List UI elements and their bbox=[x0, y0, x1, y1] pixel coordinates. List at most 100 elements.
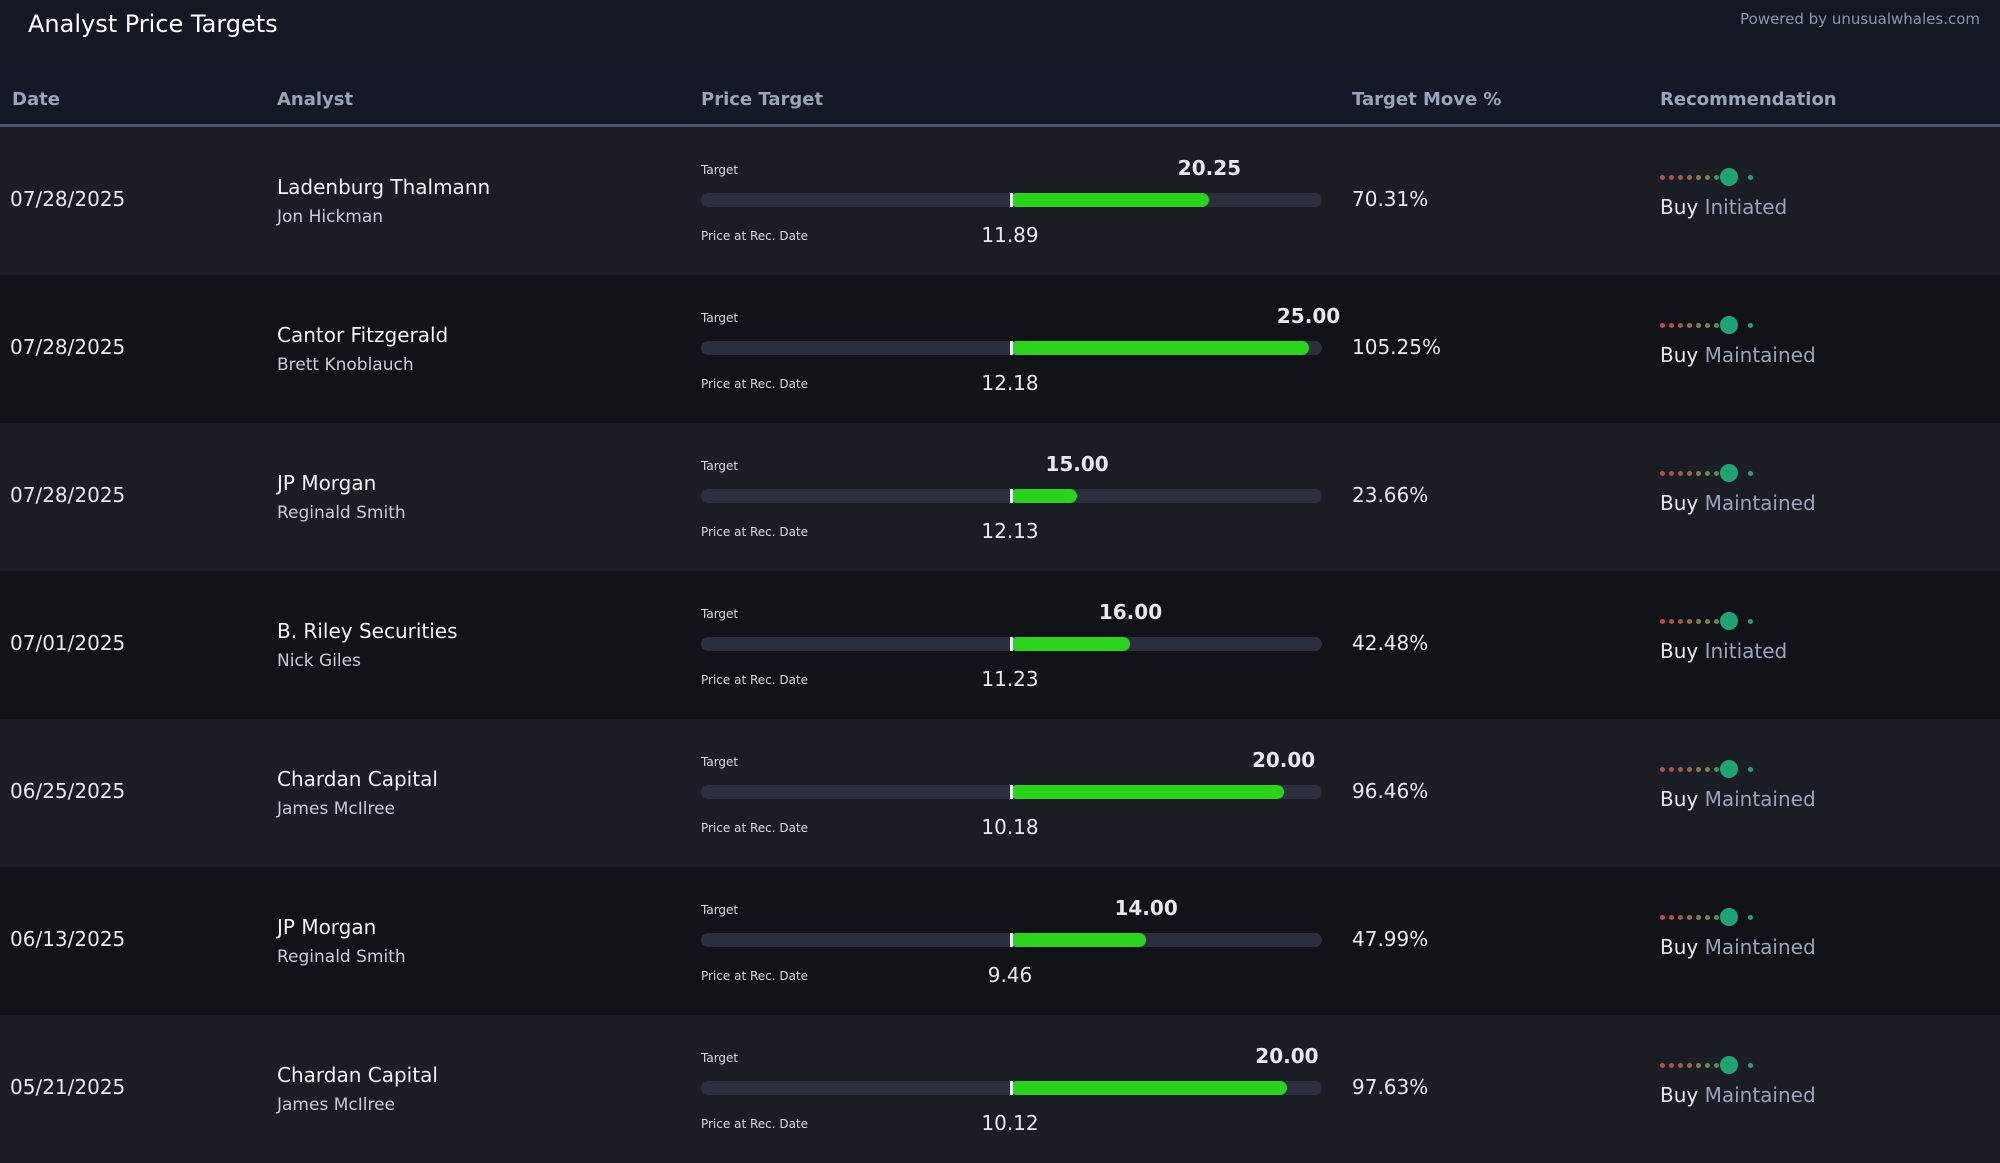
price-target-bar-fill bbox=[1010, 785, 1284, 799]
target-move-percent: 70.31% bbox=[1352, 187, 1429, 211]
table-row[interactable]: 07/28/2025 JP Morgan Reginald Smith Targ… bbox=[0, 423, 2000, 571]
powered-by-link[interactable]: Powered by unusualwhales.com bbox=[1740, 10, 1980, 28]
rating-dot bbox=[1660, 619, 1665, 624]
recommendation-rating: Buy bbox=[1660, 1083, 1699, 1107]
column-header-date[interactable]: Date bbox=[12, 89, 60, 110]
recommendation-action: Initiated bbox=[1704, 639, 1788, 663]
rating-dot bbox=[1696, 323, 1701, 328]
analyst-firm: B. Riley Securities bbox=[277, 619, 458, 643]
table-row[interactable]: 07/28/2025 Ladenburg Thalmann Jon Hickma… bbox=[0, 127, 2000, 275]
rating-dot bbox=[1669, 1063, 1674, 1068]
analyst-firm: Ladenburg Thalmann bbox=[277, 175, 491, 199]
rec-price-marker bbox=[1010, 1081, 1013, 1095]
rating-dot bbox=[1660, 1063, 1665, 1068]
recommendation-action: Maintained bbox=[1704, 1083, 1816, 1107]
target-move-percent: 47.99% bbox=[1352, 927, 1429, 951]
recommendation-rating: Buy bbox=[1660, 491, 1699, 515]
recommendation-action: Maintained bbox=[1704, 343, 1816, 367]
analyst-firm: Chardan Capital bbox=[277, 1063, 438, 1087]
rating-dot bbox=[1705, 175, 1710, 180]
target-label: Target bbox=[701, 903, 739, 917]
rating-dot bbox=[1748, 915, 1753, 920]
table-row[interactable]: 07/28/2025 Cantor Fitzgerald Brett Knobl… bbox=[0, 275, 2000, 423]
target-value: 20.00 bbox=[1251, 748, 1316, 772]
recommendation-action: Maintained bbox=[1704, 787, 1816, 811]
rating-dot bbox=[1660, 323, 1665, 328]
rating-dot bbox=[1669, 323, 1674, 328]
target-label: Target bbox=[701, 163, 739, 177]
rating-dot bbox=[1669, 915, 1674, 920]
rec-price-marker bbox=[1010, 341, 1013, 355]
target-move-percent: 97.63% bbox=[1352, 1075, 1429, 1099]
analyst-name: Brett Knoblauch bbox=[277, 355, 414, 375]
rating-scale bbox=[1660, 611, 1760, 631]
rating-dot bbox=[1705, 915, 1710, 920]
recommendation-rating: Buy bbox=[1660, 343, 1699, 367]
table-row[interactable]: 06/13/2025 JP Morgan Reginald Smith Targ… bbox=[0, 867, 2000, 1015]
recommendation: Buy Maintained bbox=[1660, 1083, 1816, 1107]
analyst-name: Reginald Smith bbox=[277, 947, 406, 967]
price-at-rec-label: Price at Rec. Date bbox=[701, 1117, 809, 1131]
rating-dot bbox=[1660, 915, 1665, 920]
rating-dot bbox=[1678, 323, 1683, 328]
rating-scale bbox=[1660, 167, 1760, 187]
rating-scale bbox=[1660, 315, 1760, 335]
analyst-name: Reginald Smith bbox=[277, 503, 406, 523]
price-target-bar-fill bbox=[1010, 489, 1078, 503]
analyst-firm: JP Morgan bbox=[277, 915, 377, 939]
column-header-recommendation[interactable]: Recommendation bbox=[1660, 89, 1837, 110]
rating-dot bbox=[1705, 323, 1710, 328]
price-at-rec-value: 12.13 bbox=[981, 519, 1039, 543]
target-value: 20.00 bbox=[1255, 1044, 1319, 1068]
recommendation: Buy Initiated bbox=[1660, 195, 1787, 219]
table-row[interactable]: 07/01/2025 B. Riley Securities Nick Gile… bbox=[0, 571, 2000, 719]
recommendation-rating: Buy bbox=[1660, 195, 1699, 219]
column-header-price-target[interactable]: Price Target bbox=[701, 89, 824, 110]
target-move-percent: 96.46% bbox=[1352, 779, 1429, 803]
column-header-analyst[interactable]: Analyst bbox=[277, 89, 354, 110]
analyst-name: Nick Giles bbox=[277, 651, 361, 671]
rating-dot bbox=[1678, 1063, 1683, 1068]
table-row[interactable]: 06/25/2025 Chardan Capital James McIlree… bbox=[0, 719, 2000, 867]
analyst-name: James McIlree bbox=[277, 799, 395, 819]
rating-dot bbox=[1678, 767, 1683, 772]
rating-dot bbox=[1669, 619, 1674, 624]
rating-dot bbox=[1660, 471, 1665, 476]
target-move-percent: 42.48% bbox=[1352, 631, 1429, 655]
price-at-rec-label: Price at Rec. Date bbox=[701, 969, 809, 983]
target-move-percent: 23.66% bbox=[1352, 483, 1429, 507]
recommendation: Buy Maintained bbox=[1660, 491, 1816, 515]
rating-dot bbox=[1705, 767, 1710, 772]
rating-dot bbox=[1705, 471, 1710, 476]
rec-price-marker bbox=[1010, 933, 1013, 947]
rating-dot bbox=[1714, 1063, 1719, 1068]
price-target-bar-fill bbox=[1010, 1081, 1287, 1095]
target-label: Target bbox=[701, 607, 739, 621]
recommendation-action: Initiated bbox=[1704, 195, 1788, 219]
price-target-bar bbox=[701, 1081, 1322, 1095]
rating-dot bbox=[1705, 1063, 1710, 1068]
table-row[interactable]: 05/21/2025 Chardan Capital James McIlree… bbox=[0, 1015, 2000, 1163]
price-at-rec-value: 11.89 bbox=[981, 223, 1039, 247]
column-header-target-move[interactable]: Target Move % bbox=[1352, 89, 1502, 110]
rating-dot bbox=[1678, 175, 1683, 180]
target-label: Target bbox=[701, 755, 739, 769]
price-target-bar bbox=[701, 193, 1322, 207]
rating-scale bbox=[1660, 1055, 1760, 1075]
rating-dot-active bbox=[1720, 316, 1738, 334]
rating-dot bbox=[1660, 767, 1665, 772]
target-move-percent: 105.25% bbox=[1352, 335, 1441, 359]
rating-dot bbox=[1687, 175, 1692, 180]
target-label: Target bbox=[701, 459, 739, 473]
rating-dot bbox=[1696, 175, 1701, 180]
rating-dot-active bbox=[1720, 464, 1738, 482]
top-bar: Analyst Price Targets Powered by unusual… bbox=[0, 0, 2000, 62]
price-target-bar-fill bbox=[1010, 637, 1131, 651]
target-value: 15.00 bbox=[1045, 452, 1109, 476]
price-at-rec-label: Price at Rec. Date bbox=[701, 821, 809, 835]
price-at-rec-value: 12.18 bbox=[981, 371, 1039, 395]
rating-dot-active bbox=[1720, 760, 1738, 778]
analyst-firm: Cantor Fitzgerald bbox=[277, 323, 449, 347]
price-target-bar bbox=[701, 489, 1322, 503]
rating-dot bbox=[1687, 323, 1692, 328]
